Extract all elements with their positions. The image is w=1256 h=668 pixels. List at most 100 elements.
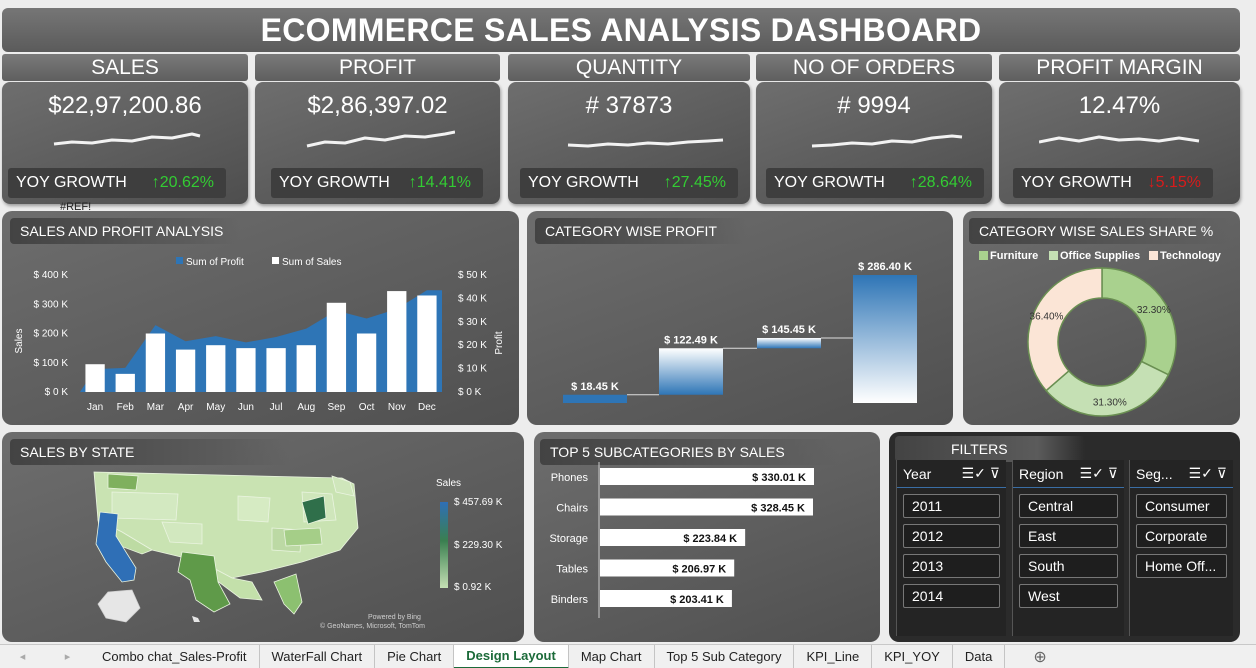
sheet-tab-combo[interactable]: Combo chat_Sales-Profit	[90, 644, 260, 668]
waterfall-panel[interactable]: CATEGORY WISE PROFIT $ 18.45 K $ 122.49 K…	[527, 211, 953, 425]
panel-title: SALES BY STATE	[10, 439, 290, 465]
category-label: Chairs	[556, 503, 588, 515]
legend-label: Office Supplies	[1060, 250, 1140, 262]
kpi-card-orders[interactable]: # 9994 YOY GROWTH ↑28.64%	[756, 82, 992, 204]
y-tick-label: $ 300 K	[34, 299, 69, 310]
map-credit: © GeoNames, Microsoft, TomTom	[320, 622, 425, 630]
subcategory-bar-chart: Phones $ 330.01 K Chairs $ 328.45 K Storage $…	[549, 462, 814, 618]
x-tick-label: Oct	[359, 402, 375, 413]
waterfall-bar	[757, 337, 821, 349]
yoy-label: YOY GROWTH	[16, 174, 127, 191]
sheet-tab-design-layout[interactable]: Design Layout	[454, 644, 569, 668]
slicer-item-south[interactable]: South	[1019, 554, 1118, 578]
y2-tick-label: $ 20 K	[458, 340, 487, 351]
kpi-value: $2,86,397.02	[307, 92, 448, 119]
y2-tick-label: $ 40 K	[458, 293, 487, 304]
kpi-card-margin[interactable]: 12.47% YOY GROWTH ↓5.15%	[999, 82, 1240, 204]
sheet-tab-pie[interactable]: Pie Chart	[375, 644, 455, 668]
sheet-tab-data[interactable]: Data	[953, 644, 1006, 668]
tab-scroll-controls: ◂ ▸	[0, 650, 90, 663]
alaska-region	[97, 589, 141, 623]
slicer-item-2013[interactable]: 2013	[903, 554, 1000, 578]
sparkline	[306, 130, 455, 148]
sheet-tab-bar: ◂ ▸ Combo chat_Sales-Profit WaterFall Cha…	[0, 644, 1256, 668]
bar-data-label: $ 328.45 K	[751, 503, 805, 515]
yoy-value: ↑27.45%	[663, 174, 726, 191]
x-tick-label: Nov	[388, 402, 406, 413]
x-tick-label: Jun	[238, 402, 254, 413]
yoy-label: YOY GROWTH	[528, 174, 639, 191]
yoy-growth: YOY GROWTH ↑27.45%	[520, 168, 738, 198]
multiselect-icon[interactable]: ☰✓	[1079, 465, 1104, 481]
clear-filter-icon[interactable]: ⊽	[989, 465, 1000, 481]
subcategory-panel[interactable]: TOP 5 SUBCATEGORIES BY SALES Phones $ 330…	[534, 432, 880, 642]
waterfall-bar	[659, 348, 723, 395]
sheet-tab-kpi-yoy[interactable]: KPI_YOY	[872, 644, 953, 668]
legend-swatch-profit	[176, 257, 183, 264]
category-label: Tables	[556, 564, 588, 576]
slicer-item-corporate[interactable]: Corporate	[1136, 524, 1227, 548]
tab-scroll-left-icon[interactable]: ◂	[19, 651, 26, 663]
map-legend-min: $ 0.92 K	[454, 582, 492, 593]
slicer-item-home-office[interactable]: Home Off...	[1136, 554, 1227, 578]
tab-scroll-right-icon[interactable]: ▸	[64, 651, 71, 663]
slicer-item-consumer[interactable]: Consumer	[1136, 494, 1227, 518]
map-panel[interactable]: SALES BY STATE Sales $ 457.69 K $ 229.30…	[2, 432, 524, 642]
slicer-item-west[interactable]: West	[1019, 584, 1118, 608]
sheet-tab-waterfall[interactable]: WaterFall Chart	[260, 644, 376, 668]
combo-chart-panel[interactable]: SALES AND PROFIT ANALYSIS Jan Feb Mar Apr Ma…	[2, 211, 519, 425]
multiselect-icon[interactable]: ☰✓	[1188, 465, 1213, 481]
texas-region	[177, 551, 231, 613]
multiselect-icon[interactable]: ☰✓	[961, 465, 986, 481]
kpi-value: # 9994	[837, 92, 911, 119]
yoy-value: ↑28.64%	[909, 174, 972, 191]
slicer-item-2011[interactable]: 2011	[903, 494, 1000, 518]
sparkline	[567, 138, 724, 148]
yoy-label: YOY GROWTH	[1021, 174, 1132, 191]
sales-bar	[296, 345, 316, 392]
donut-data-label: 32.30%	[1137, 305, 1171, 316]
sheet-tab-top5[interactable]: Top 5 Sub Category	[655, 644, 795, 668]
x-tick-label: Aug	[297, 402, 315, 413]
segment-slicer[interactable]: Seg... ☰✓ ⊽ Consumer Corporate Home Off..…	[1129, 460, 1233, 636]
kpi-card-quantity[interactable]: # 37873 YOY GROWTH ↑27.45%	[508, 82, 750, 204]
sales-bar	[145, 333, 166, 392]
kpi-card-profit[interactable]: $2,86,397.02 YOY GROWTH ↑14.41%	[255, 82, 500, 204]
sales-bar	[356, 333, 377, 392]
yoy-growth: YOY GROWTH ↑20.62%	[8, 168, 226, 198]
slicer-item-2012[interactable]: 2012	[903, 524, 1000, 548]
slicer-item-2014[interactable]: 2014	[903, 584, 1000, 608]
y2-tick-label: $ 30 K	[458, 317, 487, 328]
category-label: Phones	[551, 472, 589, 484]
donut-chart: 32.30% 31.30% 36.40% Furniture Office Suppli…	[979, 250, 1222, 417]
slicer-item-east[interactable]: East	[1019, 524, 1118, 548]
y2-axis-label: Profit	[494, 331, 505, 355]
yoy-value: ↓5.15%	[1147, 174, 1201, 191]
add-sheet-icon[interactable]: ⊕	[1033, 648, 1047, 666]
clear-filter-icon[interactable]: ⊽	[1107, 465, 1118, 481]
kpi-card-sales[interactable]: $22,97,200.86 YOY GROWTH ↑20.62%	[2, 82, 248, 204]
region-slicer[interactable]: Region ☰✓ ⊽ Central East South West	[1012, 460, 1124, 636]
slicer-controls: ☰✓ ⊽	[1080, 465, 1118, 482]
donut-panel[interactable]: CATEGORY WISE SALES SHARE % 32.30% 31.30%…	[963, 211, 1240, 425]
kpi-value: 12.47%	[1078, 92, 1161, 119]
kpi-value: # 37873	[585, 92, 673, 119]
kpi-value: $22,97,200.86	[48, 92, 202, 119]
subcategory-bar	[600, 529, 746, 546]
sales-bar	[85, 364, 105, 392]
slicer-controls: ☰✓ ⊽	[962, 465, 1000, 482]
yoy-growth: YOY GROWTH ↓5.15%	[1013, 168, 1213, 198]
legend-label: Furniture	[990, 250, 1038, 262]
sales-bar	[326, 302, 347, 392]
kpi-header-profit: PROFIT	[255, 54, 500, 81]
waterfall-data-label: $ 145.45 K	[762, 324, 816, 336]
slicer-item-central[interactable]: Central	[1019, 494, 1118, 518]
year-slicer[interactable]: Year ☰✓ ⊽ 2011 2012 2013 2014	[896, 460, 1006, 636]
panel-title: CATEGORY WISE PROFIT	[535, 218, 747, 244]
x-tick-label: Dec	[418, 402, 436, 413]
legend-swatch	[979, 251, 988, 260]
sheet-tab-map[interactable]: Map Chart	[569, 644, 655, 668]
sheet-tab-kpi-line[interactable]: KPI_Line	[794, 644, 873, 668]
clear-filter-icon[interactable]: ⊽	[1216, 465, 1227, 481]
profit-area	[80, 290, 442, 392]
